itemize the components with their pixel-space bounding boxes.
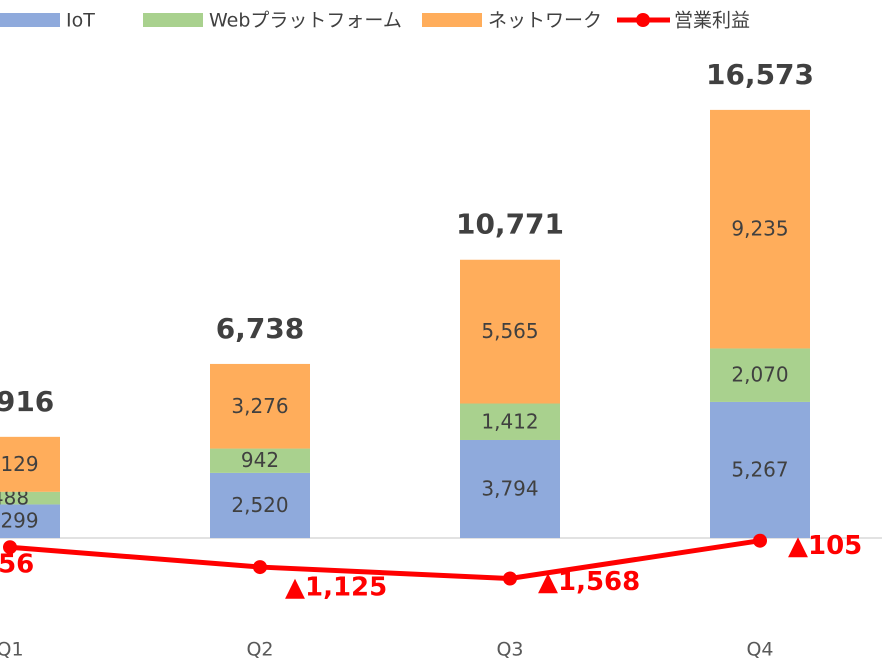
legend-swatch	[143, 13, 203, 27]
segment-label: 3,276	[231, 394, 288, 418]
bar-segment	[460, 259, 560, 404]
legend-label: ネットワーク	[488, 10, 602, 32]
segment-label: 942	[241, 448, 279, 472]
bar-segment	[460, 403, 560, 440]
segment-label: 2,520	[231, 493, 288, 517]
x-tick-label: Q2	[246, 639, 273, 661]
bar-segment	[0, 491, 60, 505]
legend-dot	[636, 13, 650, 27]
profit-point	[753, 533, 767, 548]
x-tick-label: Q1	[0, 639, 24, 661]
segment-label: 2,070	[731, 363, 788, 387]
segment-label: 9,235	[731, 217, 788, 241]
legend-label: Webプラットフォーム	[209, 10, 402, 32]
profit-label: ▲105	[788, 531, 862, 561]
profit-label: ▲356	[0, 550, 34, 580]
bar-segment	[0, 436, 60, 492]
profit-point	[253, 560, 267, 575]
segment-label: 2,129	[0, 452, 39, 476]
total-label: 6,738	[216, 312, 305, 345]
bar-segment	[710, 109, 810, 349]
bar-segment	[210, 472, 310, 538]
bar-segment	[710, 348, 810, 402]
total-label: 16,573	[706, 58, 814, 91]
profit-line	[9, 538, 761, 582]
bar-segment	[210, 448, 310, 473]
profit-point	[503, 571, 517, 586]
segment-label: 5,267	[731, 457, 788, 481]
profit-point	[3, 540, 17, 555]
segment-label: 1,412	[481, 409, 538, 433]
legend-swatch	[0, 13, 60, 27]
segment-label: 1,299	[0, 509, 39, 533]
total-label: 10,771	[456, 208, 564, 241]
total-label: 3,916	[0, 385, 54, 418]
x-tick-label: Q4	[746, 639, 773, 661]
legend-swatch	[422, 13, 482, 27]
bar-segment	[0, 504, 60, 538]
profit-label: ▲1,568	[538, 567, 640, 597]
bar-segment	[710, 401, 810, 538]
bar-segment	[460, 439, 560, 538]
x-tick-label: Q3	[496, 639, 523, 661]
profit-label: ▲1,125	[285, 573, 387, 603]
legend-label: 営業利益	[674, 10, 750, 32]
bar-segment	[210, 363, 310, 449]
legend-label: IoT	[66, 10, 95, 32]
segment-label: 3,794	[481, 476, 538, 500]
segment-label: 5,565	[481, 319, 538, 343]
